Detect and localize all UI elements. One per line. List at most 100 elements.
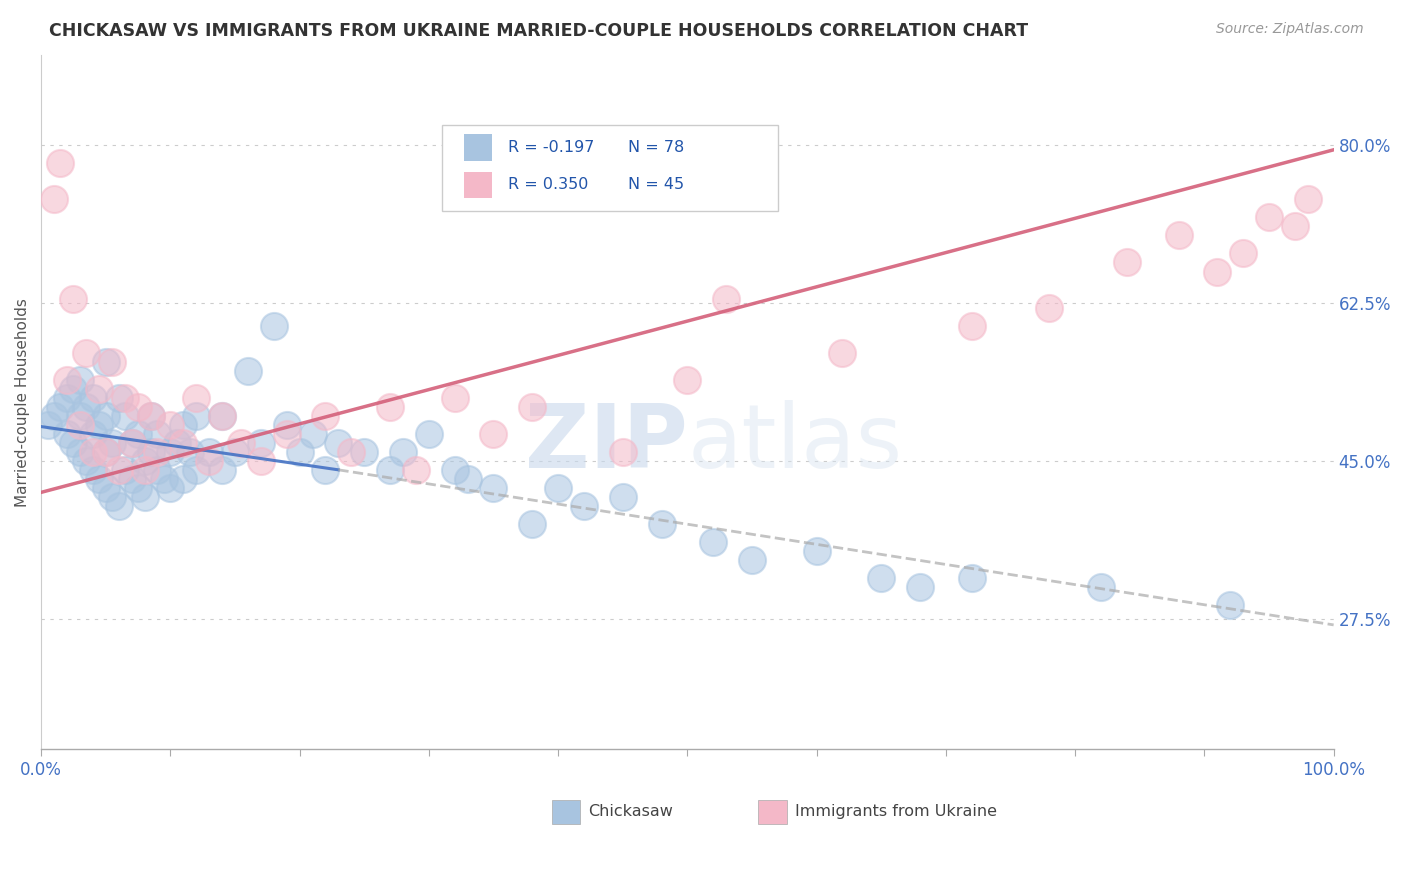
Point [121, 435, 143, 450]
Point [547, 481, 569, 495]
Point [153, 472, 176, 486]
Point [82, 463, 104, 477]
Text: N = 45: N = 45 [628, 178, 685, 193]
FancyBboxPatch shape [464, 135, 492, 161]
Point [186, 463, 208, 477]
Point [231, 435, 253, 450]
Point [806, 544, 828, 558]
Point [107, 499, 129, 513]
Point [166, 435, 188, 450]
Point [134, 490, 156, 504]
Text: N = 78: N = 78 [628, 140, 685, 155]
Point [114, 463, 136, 477]
Point [89, 472, 111, 486]
Point [127, 400, 149, 414]
Point [250, 454, 273, 468]
Point [443, 463, 465, 477]
Point [211, 463, 233, 477]
FancyBboxPatch shape [551, 800, 581, 824]
Point [94, 445, 117, 459]
Point [1296, 193, 1319, 207]
Point [42, 193, 65, 207]
Point [457, 472, 479, 486]
Text: atlas: atlas [688, 401, 903, 487]
Point [134, 454, 156, 468]
Point [186, 391, 208, 405]
Point [522, 400, 544, 414]
Point [482, 481, 505, 495]
Point [89, 417, 111, 432]
Point [236, 364, 259, 378]
Text: R = 0.350: R = 0.350 [508, 178, 588, 193]
Point [82, 426, 104, 441]
Point [831, 345, 853, 359]
Point [1038, 301, 1060, 315]
Point [340, 445, 363, 459]
Point [82, 391, 104, 405]
Y-axis label: Married-couple Households: Married-couple Households [15, 298, 30, 507]
Point [139, 409, 162, 423]
Point [121, 435, 143, 450]
Point [121, 472, 143, 486]
Point [1206, 264, 1229, 278]
Point [301, 426, 323, 441]
Point [94, 445, 117, 459]
Point [405, 463, 427, 477]
Point [75, 400, 97, 414]
Point [69, 409, 91, 423]
Point [250, 435, 273, 450]
Point [1284, 219, 1306, 234]
Point [198, 454, 221, 468]
Point [49, 400, 72, 414]
Text: ZIP: ZIP [524, 401, 688, 487]
FancyBboxPatch shape [441, 125, 778, 211]
Point [314, 463, 336, 477]
Point [741, 553, 763, 567]
Point [522, 516, 544, 531]
Point [211, 409, 233, 423]
Point [1090, 580, 1112, 594]
Point [49, 156, 72, 170]
Point [89, 382, 111, 396]
Point [56, 373, 79, 387]
Point [37, 417, 59, 432]
Point [75, 345, 97, 359]
Point [69, 445, 91, 459]
Point [114, 409, 136, 423]
Point [1232, 246, 1254, 260]
Point [211, 409, 233, 423]
Point [1167, 228, 1189, 243]
Point [101, 354, 124, 368]
Point [314, 409, 336, 423]
Point [960, 571, 983, 585]
Point [62, 382, 84, 396]
Point [418, 426, 440, 441]
FancyBboxPatch shape [758, 800, 787, 824]
Point [146, 445, 169, 459]
Text: Source: ZipAtlas.com: Source: ZipAtlas.com [1216, 22, 1364, 37]
Point [69, 417, 91, 432]
Point [56, 426, 79, 441]
Point [101, 490, 124, 504]
Point [172, 472, 194, 486]
Point [186, 409, 208, 423]
Point [224, 445, 246, 459]
Point [378, 463, 401, 477]
Point [1115, 255, 1137, 269]
Point [94, 481, 117, 495]
Point [1258, 211, 1281, 225]
FancyBboxPatch shape [464, 172, 492, 198]
Text: R = -0.197: R = -0.197 [508, 140, 595, 155]
Point [328, 435, 350, 450]
Point [56, 391, 79, 405]
Point [159, 481, 181, 495]
Point [198, 445, 221, 459]
Point [159, 445, 181, 459]
Point [69, 373, 91, 387]
Point [276, 426, 298, 441]
Point [172, 417, 194, 432]
Point [94, 354, 117, 368]
Point [612, 490, 634, 504]
Point [146, 426, 169, 441]
Point [127, 426, 149, 441]
